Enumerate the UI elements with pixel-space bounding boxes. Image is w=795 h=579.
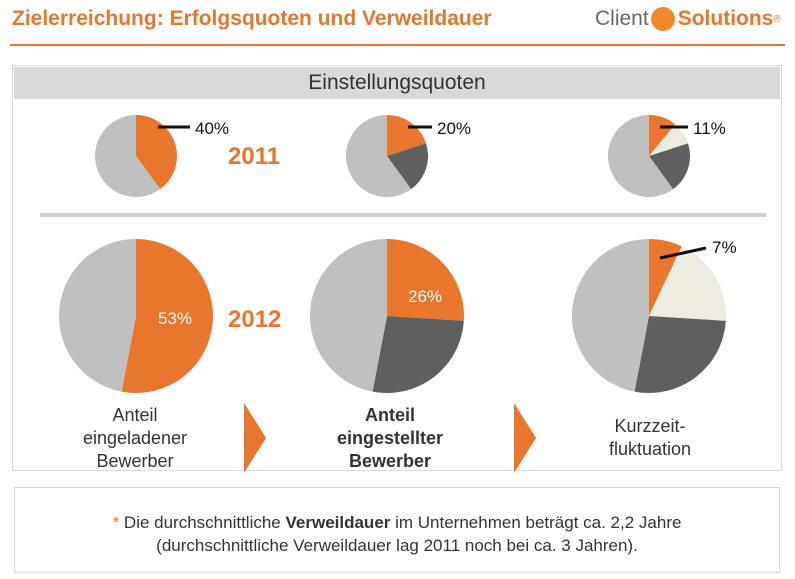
logo-text-solutions: Solutions	[677, 7, 774, 30]
main-panel	[12, 65, 782, 471]
pie-slice-2011-2-2	[649, 143, 691, 190]
pie-slice-2011-0-1	[94, 115, 161, 197]
section-banner: Einstellungsquoten	[14, 67, 780, 99]
data-label-2011-hired: 20%	[437, 119, 472, 138]
footnote-line-2: (durchschnittliche Verweildauer lag 2011…	[156, 536, 638, 555]
category-label-hired: Anteil eingestellter Bewerber	[336, 405, 444, 471]
data-label-2012-invited: 53%	[158, 309, 193, 328]
pie-slice-2011-1-2	[345, 115, 412, 198]
arrow-right-icon	[514, 403, 536, 473]
pie-slice-2012-2-2	[634, 316, 726, 393]
year-label-2011: 2011	[228, 143, 281, 170]
year-divider	[40, 213, 766, 217]
pie-slice-2011-2-1	[649, 124, 688, 156]
step-arrows	[244, 403, 536, 473]
pie-slice-2011-2-0	[649, 115, 676, 156]
data-label-2011-fluctuation: 11%	[693, 119, 726, 138]
leader-line-7	[659, 246, 707, 260]
page-title: Zielerreichung: Erfolgsquoten und Verwei…	[12, 7, 492, 30]
pie-slice-2012-0-1	[59, 239, 136, 392]
data-label-2011-invited: 40%	[195, 119, 230, 138]
category-label-fluctuation: Kurzzeit-fluktuation	[608, 416, 692, 459]
arrow-right-icon	[244, 403, 266, 473]
footnote-line-1: * Die durchschnittliche Verweildauer im …	[112, 513, 682, 532]
pie-slice-2011-0-0	[136, 115, 177, 190]
pie-slice-2012-2-1	[649, 246, 726, 321]
pie-slice-2011-1-0	[387, 115, 426, 156]
data-label-2012-hired: 26%	[408, 287, 443, 306]
header-divider	[10, 44, 785, 46]
year-label-2012: 2012	[228, 306, 282, 333]
pie-slice-2012-1-2	[310, 239, 387, 392]
logo-registered-mark: ®	[773, 13, 781, 25]
logo-dot-icon	[650, 7, 675, 31]
pie-slice-2011-2-3	[608, 115, 674, 197]
pie-slice-2012-2-3	[572, 239, 649, 392]
pie-slice-2011-1-1	[387, 143, 428, 190]
logo-text-client: Client	[595, 7, 649, 30]
pie-slice-2012-0-0	[121, 239, 214, 393]
data-label-2012-fluctuation: 7%	[712, 238, 737, 257]
pie-slice-2012-1-1	[372, 316, 464, 393]
client-solutions-logo: Client Solutions ®	[595, 7, 781, 31]
category-label-invited: Anteil eingeladener Bewerber	[82, 405, 188, 471]
leader-lines	[158, 125, 707, 260]
pie-slice-2012-2-0	[649, 239, 682, 316]
footnote-box: * Die durchschnittliche Verweildauer im …	[14, 487, 780, 573]
pie-slice-2012-1-0	[387, 239, 464, 321]
